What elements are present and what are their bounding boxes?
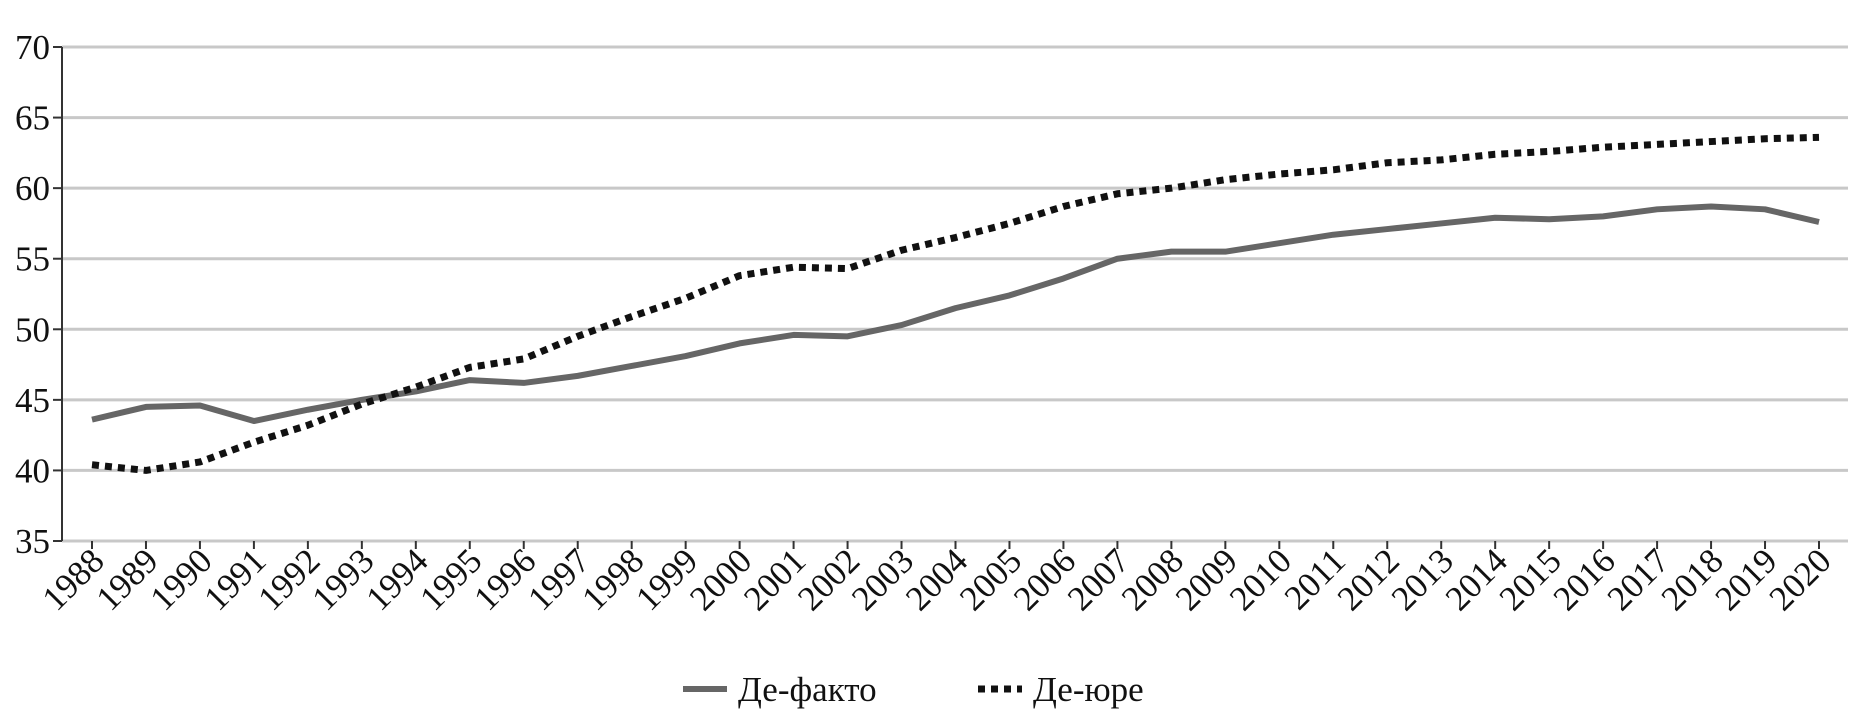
y-tick-label: 55 — [15, 240, 50, 279]
y-tick-label: 40 — [15, 451, 50, 490]
series-line — [91, 133, 1820, 474]
legend-label: Де-юре — [1033, 670, 1144, 709]
y-tick-label: 45 — [15, 381, 50, 420]
x-tick-label: 2020 — [1762, 541, 1839, 618]
y-tick-label: 65 — [15, 99, 50, 138]
y-tick-label: 35 — [15, 522, 50, 561]
y-tick-label: 50 — [15, 310, 50, 349]
legend-label: Де-факто — [738, 670, 877, 709]
y-tick-label: 60 — [15, 169, 50, 208]
y-tick-label: 70 — [15, 28, 50, 67]
